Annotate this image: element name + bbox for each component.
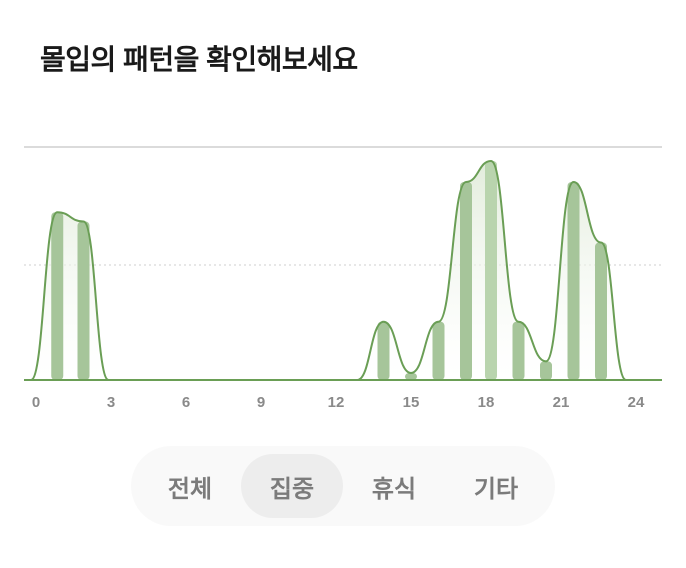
tab-focus[interactable]: 집중	[241, 454, 343, 518]
focus-pattern-chart: 0 3 6 9 12 15 18 21 24	[24, 146, 662, 411]
x-tick-label: 21	[553, 394, 570, 411]
x-tick-label: 6	[182, 394, 190, 411]
x-tick-label: 9	[257, 394, 265, 411]
area-fill	[31, 160, 626, 380]
bar-8	[540, 361, 552, 380]
bar-5	[460, 181, 472, 380]
tab-all[interactable]: 전체	[167, 475, 213, 503]
category-segmented-control: 전체 집중 휴식 기타	[131, 446, 555, 526]
x-tick-label: 15	[403, 394, 420, 411]
bar-1	[77, 221, 90, 380]
trend-curve	[30, 159, 627, 381]
x-tick-label: 12	[328, 394, 345, 411]
bar-4	[432, 321, 445, 380]
bar-3	[405, 373, 417, 380]
tab-rest[interactable]: 휴식	[371, 475, 417, 503]
x-tick-label: 3	[107, 394, 115, 411]
page-title: 몰입의 패턴을 확인해보세요	[40, 44, 358, 75]
bar-7	[512, 321, 525, 380]
bar-6	[485, 160, 497, 380]
bar-0	[51, 212, 64, 380]
bar-9	[567, 181, 580, 380]
x-tick-label: 18	[478, 394, 495, 411]
bar-2	[377, 321, 390, 380]
bar-10	[595, 242, 607, 380]
tab-other[interactable]: 기타	[473, 475, 519, 503]
x-tick-label: 24	[628, 394, 645, 411]
x-tick-label: 0	[32, 394, 40, 411]
